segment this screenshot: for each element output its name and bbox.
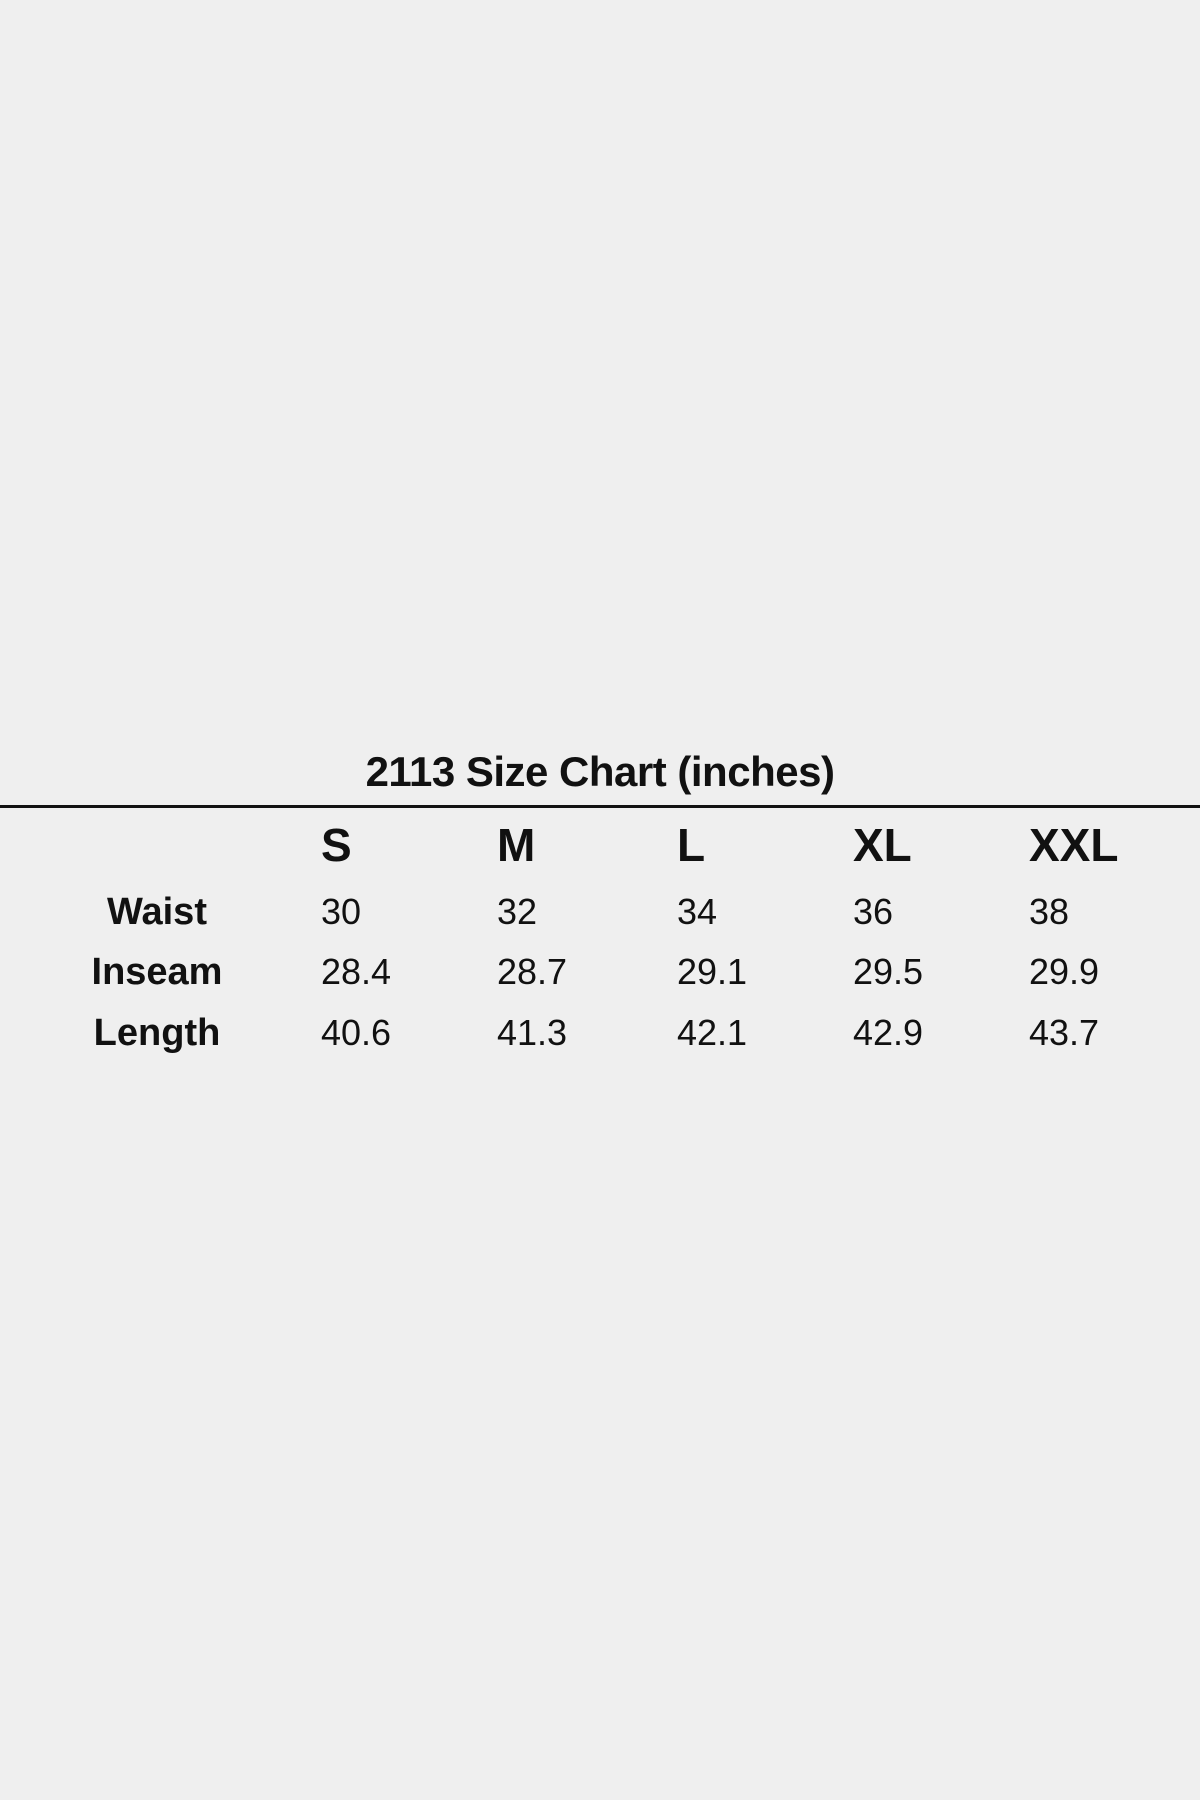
- size-header-xl: XL: [853, 819, 912, 871]
- title-divider: [0, 805, 1200, 808]
- table-cell: 29.1: [677, 951, 748, 992]
- table-cell: 42.9: [853, 1012, 924, 1053]
- size-header-s: S: [321, 819, 352, 871]
- table-cell: 43.7: [1029, 1012, 1100, 1053]
- table-cell: 36: [853, 891, 894, 932]
- table-cell: 28.4: [321, 951, 392, 992]
- table-cell: 41.3: [497, 1012, 568, 1053]
- row-label-inseam: Inseam: [91, 951, 223, 993]
- table-cell: 29.9: [1029, 951, 1100, 992]
- table-cell: 32: [497, 891, 538, 932]
- table-cell: 30: [321, 891, 362, 932]
- table-cell: 42.1: [677, 1012, 748, 1053]
- size-header-m: M: [497, 819, 536, 871]
- table-cell: 29.5: [853, 951, 924, 992]
- size-header-xxl: XXL: [1029, 819, 1119, 871]
- size-header-l: L: [677, 819, 706, 871]
- table-cell: 40.6: [321, 1012, 392, 1053]
- table-cell: 34: [677, 891, 718, 932]
- row-label-waist: Waist: [107, 891, 207, 933]
- table-cell: 28.7: [497, 951, 568, 992]
- table-cell: 38: [1029, 891, 1070, 932]
- size-chart-title: 2113 Size Chart (inches): [365, 748, 835, 795]
- row-label-length: Length: [93, 1012, 221, 1054]
